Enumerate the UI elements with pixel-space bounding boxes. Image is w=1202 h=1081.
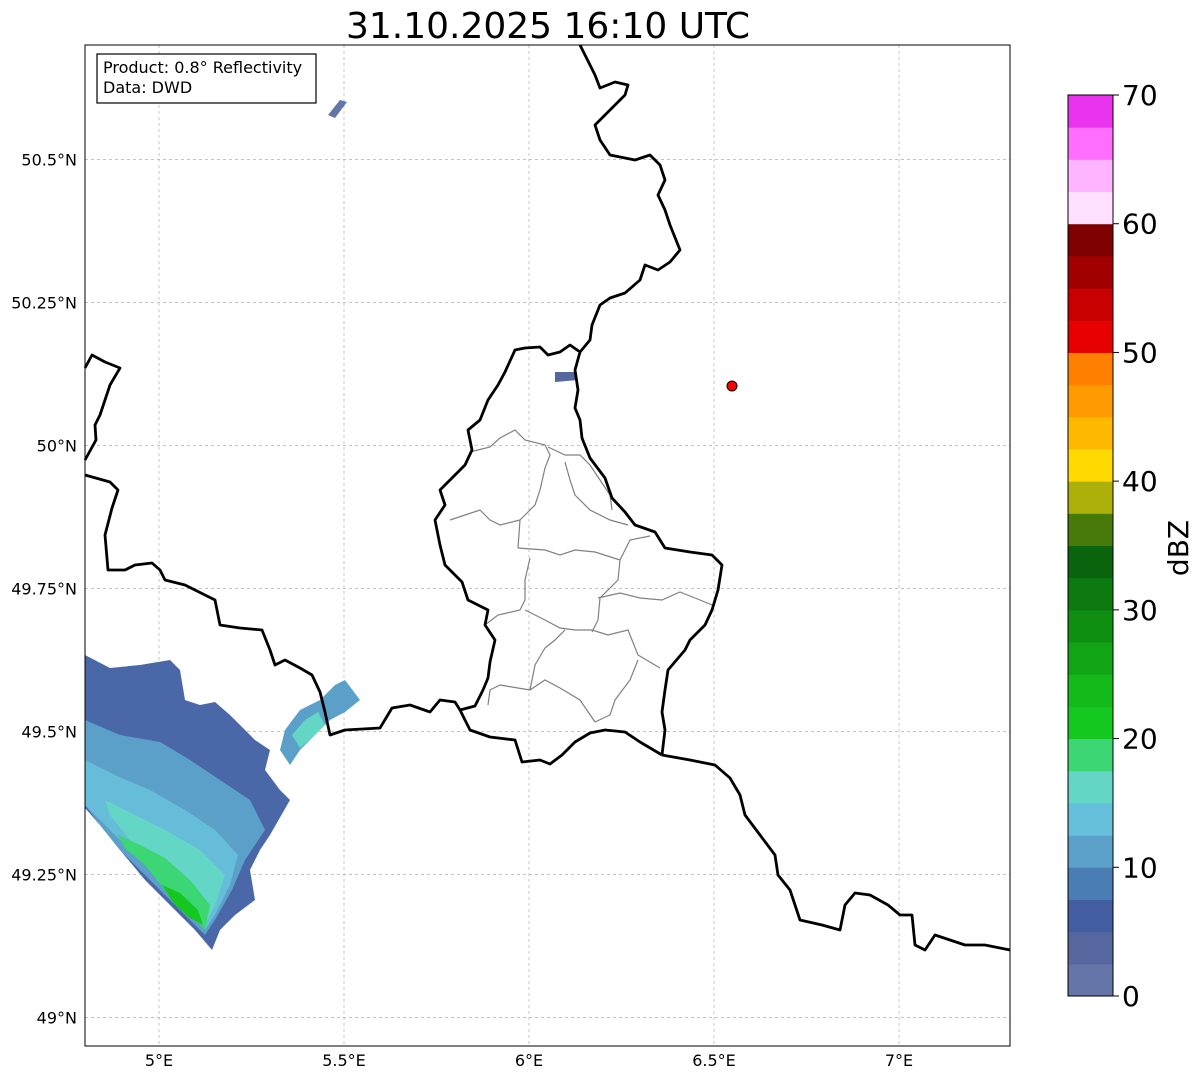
colorbar: 0 10 20 30 40 50 60 70 dBZ [1067,79,1195,1013]
radar-echoes [85,100,578,950]
colorbar-bin [1068,706,1113,740]
colorbar-bin [1068,255,1113,289]
colorbar-bin [1068,416,1113,450]
border-luxembourg [433,343,724,756]
colorbar-bin [1068,159,1113,193]
colorbar-bin [1068,352,1113,386]
latitude-tick-labels: 49°N 49.25°N 49.5°N 49.75°N 50°N 50.25°N 50.5°… [11,150,77,1027]
colorbar-tick-label: 30 [1122,594,1158,627]
colorbar-bin [1068,642,1113,675]
lat-tick-label: 49.25°N [11,865,77,884]
colorbar-bin [1068,835,1113,868]
map-panel [83,44,1011,1047]
lon-tick-label: 7°E [885,1051,913,1070]
lat-tick-label: 49.5°N [21,722,77,741]
colorbar-bin [1068,738,1113,772]
colorbar-bin [1068,448,1113,482]
colorbar-bin [1068,127,1113,160]
colorbar-bin [1068,609,1113,643]
colorbar-tick-label: 50 [1122,336,1158,369]
colorbar-bin [1068,223,1113,257]
colorbar-frame [1067,94,1114,997]
info-data: Data: DWD [103,78,192,97]
border-be-fr [84,473,462,737]
lat-tick-label: 49°N [37,1008,77,1027]
colorbar-label: dBZ [1162,520,1195,576]
colorbar-bin [1068,931,1113,965]
map-title: 31.10.2025 16:10 UTC [346,6,750,47]
map-frame [84,44,1011,1047]
colorbar-bin [1068,95,1113,128]
echo-region-core [162,885,203,925]
country-borders [83,44,1011,952]
colorbar-bin [1068,674,1113,707]
border-de-fr [661,753,1011,952]
lat-tick-label: 50°N [37,436,77,455]
colorbar-tick-label: 70 [1122,79,1158,112]
radar-site-marker [726,380,738,392]
colorbar-bins [1068,95,1113,997]
colorbar-tick-label: 0 [1122,980,1140,1013]
lon-tick-label: 5.5°E [322,1051,366,1070]
colorbar-bin [1068,802,1113,836]
colorbar-tick-label: 10 [1122,851,1158,884]
longitude-tick-labels: 5°E 5.5°E 6°E 6.5°E 7°E [145,1051,913,1070]
colorbar-bin [1068,963,1113,997]
colorbar-bin [1068,545,1113,579]
colorbar-bin [1068,191,1113,225]
lon-tick-label: 5°E [145,1051,173,1070]
info-box: Product: 0.8° Reflectivity Data: DWD [96,53,317,104]
colorbar-bin [1068,899,1113,933]
border-lux-fr-south [458,709,663,766]
colorbar-bin [1068,770,1113,804]
canton-boundaries [449,429,713,723]
info-box-frame [96,53,317,104]
lat-tick-label: 50.5°N [21,150,77,169]
colorbar-bin [1068,513,1113,546]
colorbar-ticks: 0 10 20 30 40 50 60 70 [1113,79,1158,1013]
colorbar-bin [1068,481,1113,514]
info-product: Product: 0.8° Reflectivity [103,58,302,77]
lat-tick-label: 49.75°N [11,579,77,598]
border-be-fr-west [83,353,122,461]
colorbar-bin [1068,288,1113,321]
colorbar-bin [1068,867,1113,900]
lat-tick-label: 50.25°N [11,293,77,312]
colorbar-tick-label: 60 [1122,208,1158,241]
border-be-de [578,44,682,353]
colorbar-tick-label: 40 [1122,465,1158,498]
graticule [85,45,1010,1046]
lon-tick-label: 6.5°E [692,1051,736,1070]
echo-streak-north [328,100,347,118]
colorbar-bin [1068,384,1113,418]
lon-tick-label: 6°E [515,1051,543,1070]
colorbar-bin [1068,577,1113,611]
echo-cluster-east-core [292,712,325,748]
colorbar-bin [1068,320,1113,353]
colorbar-tick-label: 20 [1122,723,1158,756]
echo-speck-north [555,372,578,382]
